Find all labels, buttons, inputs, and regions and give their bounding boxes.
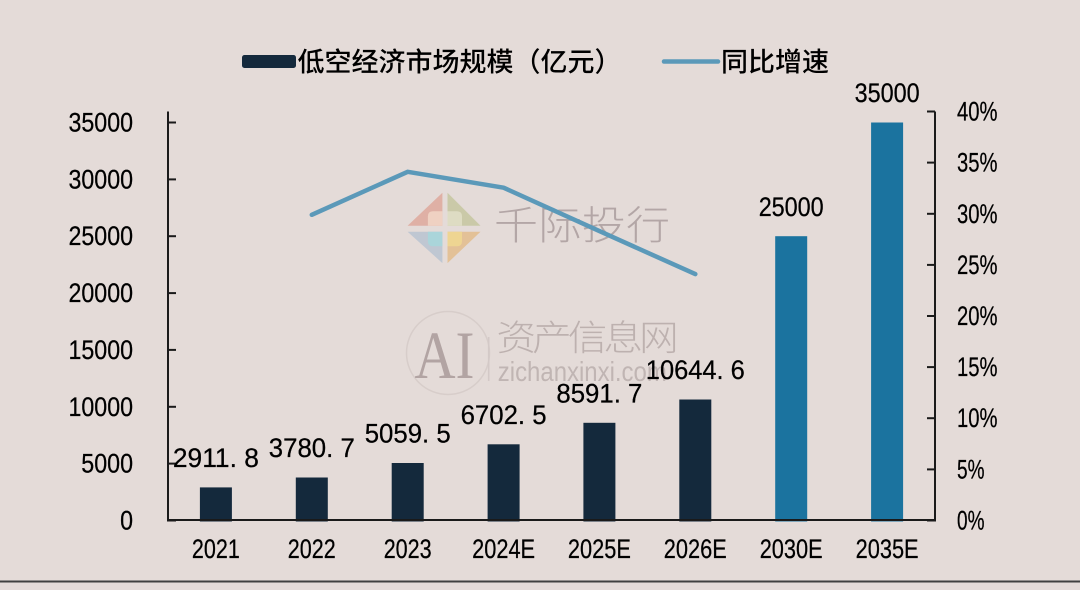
svg-text:25000: 25000 (69, 221, 134, 251)
svg-text:5000: 5000 (81, 449, 133, 479)
svg-text:6702. 5: 6702. 5 (461, 400, 547, 430)
svg-text:AI: AI (415, 317, 475, 393)
svg-text:3780. 7: 3780. 7 (269, 433, 355, 463)
svg-text:5059. 5: 5059. 5 (365, 419, 451, 449)
svg-text:2021: 2021 (192, 534, 240, 564)
svg-text:2023: 2023 (384, 534, 432, 564)
svg-text:20%: 20% (957, 301, 998, 331)
svg-text:35000: 35000 (855, 78, 920, 108)
svg-text:25%: 25% (957, 250, 998, 280)
svg-text:2911. 8: 2911. 8 (173, 443, 259, 473)
svg-text:40%: 40% (957, 97, 998, 127)
svg-text:35000: 35000 (69, 108, 134, 138)
svg-text:zichanxinxi.com: zichanxinxi.com (498, 356, 667, 387)
svg-text:15000: 15000 (69, 335, 134, 365)
svg-text:2025E: 2025E (568, 534, 631, 564)
svg-text:10644. 6: 10644. 6 (646, 355, 745, 385)
svg-text:25000: 25000 (759, 192, 824, 222)
svg-text:2026E: 2026E (664, 534, 727, 564)
svg-text:10%: 10% (957, 403, 998, 433)
svg-text:2030E: 2030E (760, 534, 823, 564)
svg-text:2035E: 2035E (856, 534, 919, 564)
svg-text:10000: 10000 (69, 392, 134, 422)
svg-text:35%: 35% (957, 148, 998, 178)
svg-text:30000: 30000 (69, 164, 134, 194)
svg-text:15%: 15% (957, 352, 998, 382)
svg-text:30%: 30% (957, 199, 998, 229)
svg-text:5%: 5% (957, 454, 985, 484)
svg-text:2022: 2022 (288, 534, 336, 564)
svg-text:20000: 20000 (69, 278, 134, 308)
svg-text:2024E: 2024E (472, 534, 535, 564)
svg-text:0: 0 (120, 506, 133, 536)
svg-text:8591. 7: 8591. 7 (556, 378, 642, 408)
svg-text:0%: 0% (957, 506, 985, 536)
